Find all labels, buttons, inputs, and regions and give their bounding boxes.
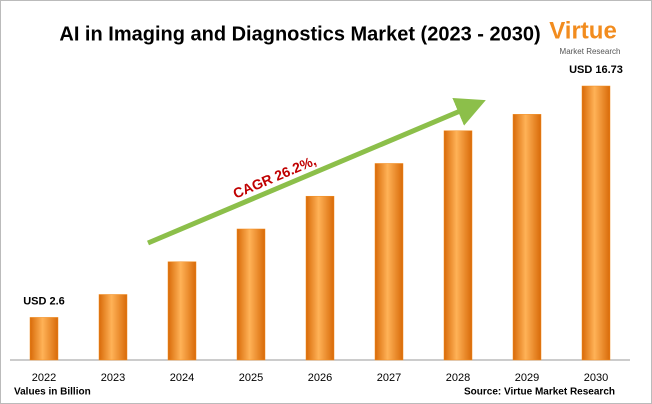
bar	[236, 228, 266, 361]
bar	[443, 130, 473, 361]
value-label: USD 16.73	[569, 64, 623, 76]
value-label: USD 2.6	[23, 295, 65, 307]
x-tick-label: 2030	[584, 372, 608, 384]
bar	[29, 317, 59, 361]
bar	[167, 261, 197, 361]
logo-tagline: Market Research	[560, 47, 621, 56]
x-tick-label: 2023	[101, 372, 125, 384]
x-tick-label: 2026	[308, 372, 332, 384]
x-tick-label: 2024	[170, 372, 194, 384]
x-tick-label: 2027	[377, 372, 401, 384]
bar	[512, 114, 542, 361]
x-tick-label: 2025	[239, 372, 263, 384]
x-tick-label: 2028	[446, 372, 470, 384]
trend-arrow	[147, 98, 486, 246]
bar	[305, 195, 335, 361]
x-tick-label: 2029	[515, 372, 539, 384]
axis-note: Values in Billion	[14, 387, 91, 398]
x-tick-label: 2022	[32, 372, 56, 384]
bar	[581, 85, 611, 361]
bar	[98, 294, 128, 361]
bar	[374, 163, 404, 361]
logo-name: Virtue	[549, 17, 617, 44]
chart-title: AI in Imaging and Diagnostics Market (20…	[59, 23, 540, 45]
source: Source: Virtue Market Research	[464, 387, 615, 398]
